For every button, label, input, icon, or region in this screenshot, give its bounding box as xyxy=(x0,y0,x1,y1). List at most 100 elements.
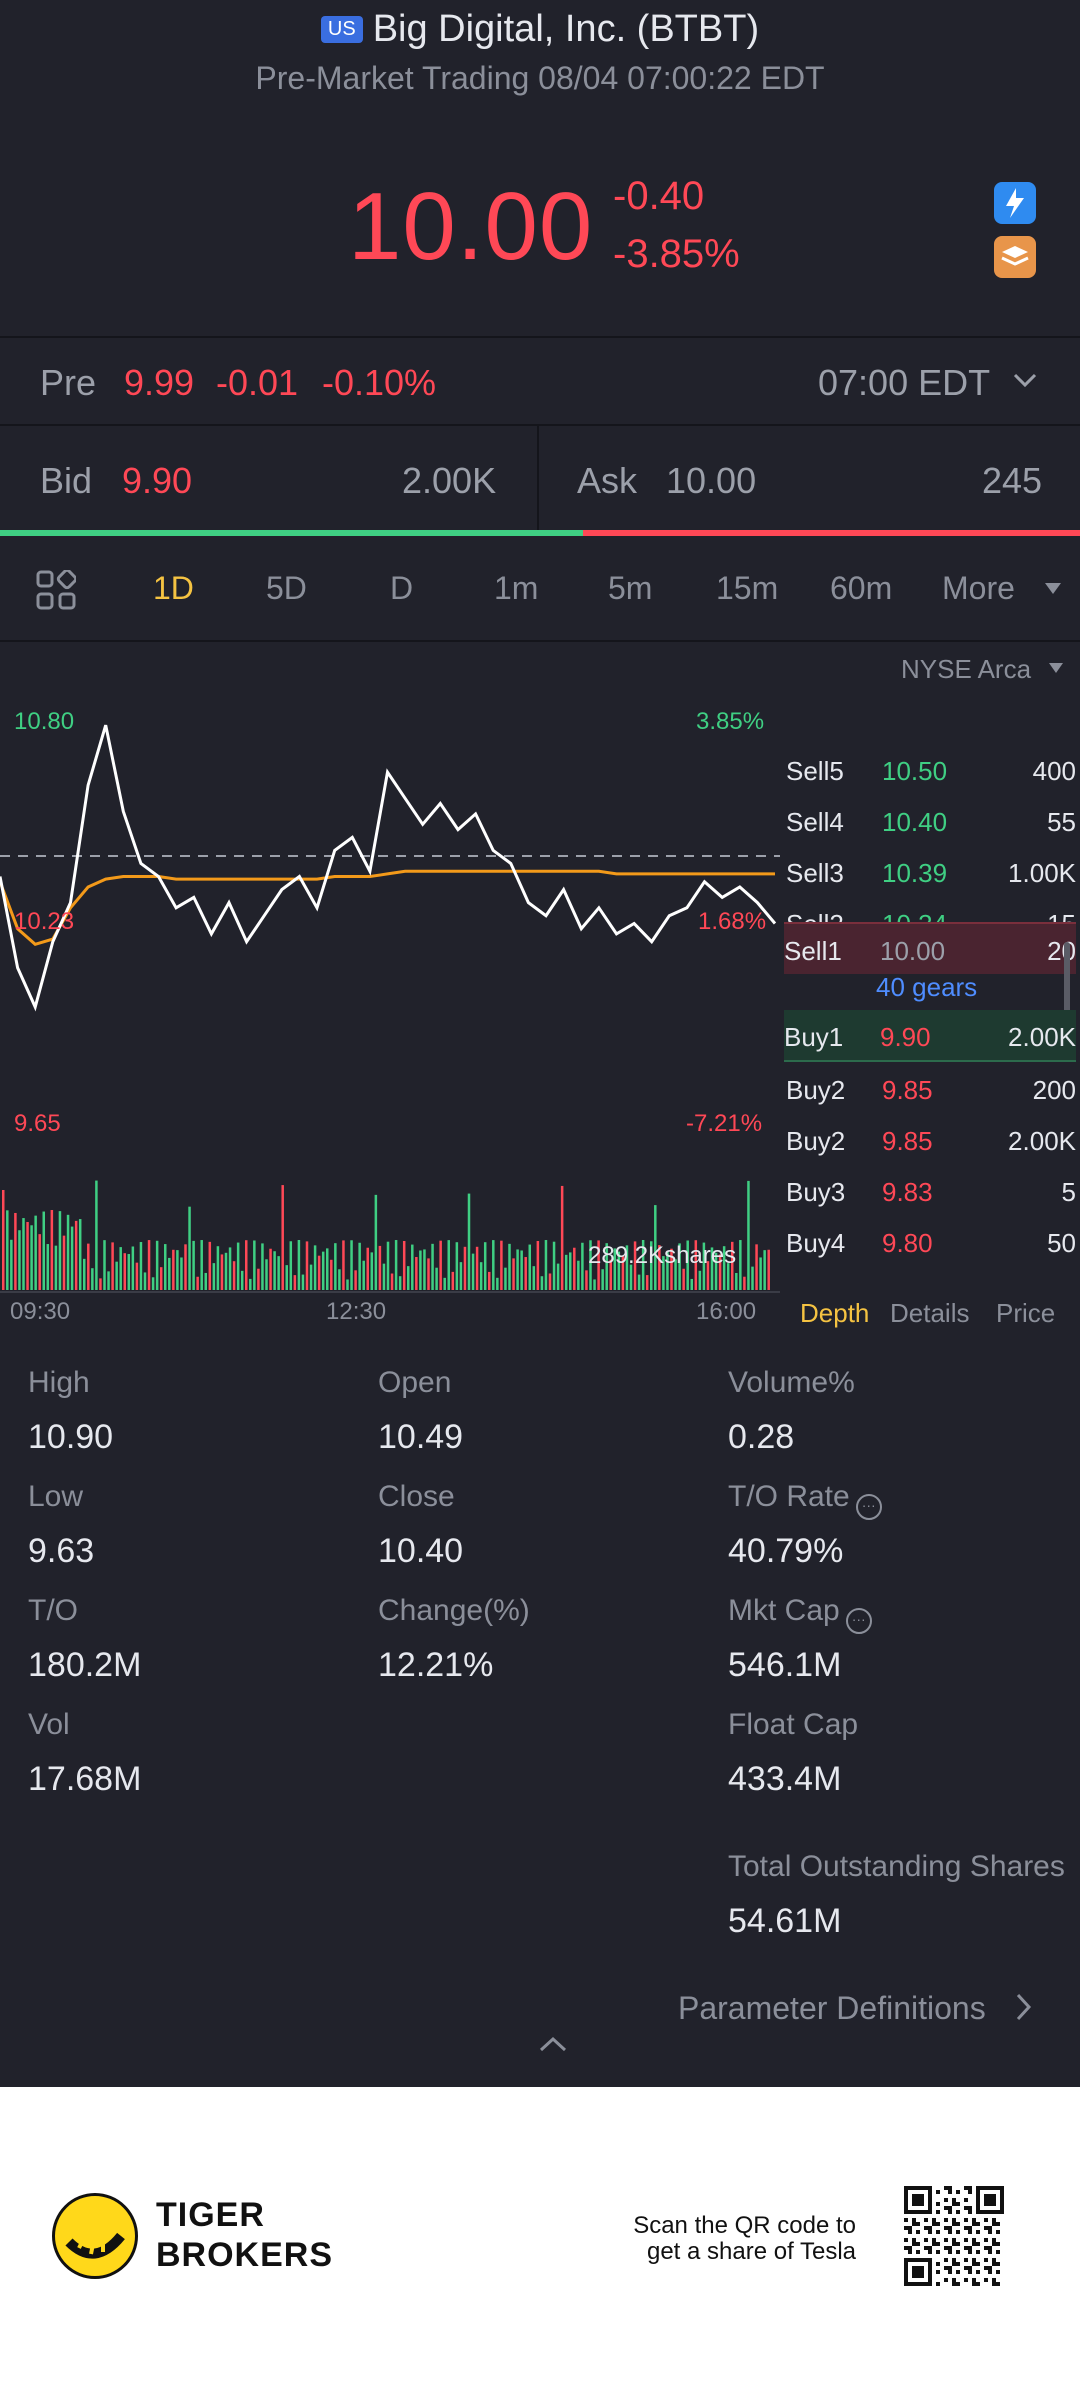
order-book-row-buy1[interactable]: Buy1 9.90 2.00K xyxy=(784,1010,1076,1062)
qr-module xyxy=(904,2194,908,2198)
lightning-badge-icon[interactable] xyxy=(994,182,1036,224)
qr-module xyxy=(964,2266,968,2270)
more-info-icon[interactable]: ··· xyxy=(845,1608,872,1634)
tab-depth[interactable]: Depth xyxy=(800,1298,870,1328)
volume-bar xyxy=(755,1244,758,1290)
order-book-row[interactable]: Buy3 9.83 5 xyxy=(786,1177,1076,1207)
volume-bar xyxy=(192,1240,195,1290)
volume-bar xyxy=(143,1272,147,1290)
qr-module xyxy=(964,2278,968,2282)
volume-bar xyxy=(269,1248,272,1290)
stack-badge-icon[interactable] xyxy=(994,236,1036,278)
gears-count[interactable]: 40 gears xyxy=(876,972,978,1002)
bid-price: 9.90 xyxy=(122,460,193,501)
order-book-scrollbar[interactable] xyxy=(1064,942,1070,1016)
qr-module xyxy=(996,2282,1000,2286)
volume-bar xyxy=(119,1247,122,1290)
caret-down-icon[interactable] xyxy=(1044,582,1062,596)
chevron-up-icon[interactable] xyxy=(538,2034,568,2054)
volume-bar xyxy=(232,1261,236,1290)
qr-module xyxy=(912,2242,916,2246)
tab-price[interactable]: Price xyxy=(996,1298,1056,1328)
volume-bar xyxy=(564,1254,568,1290)
volume-bar xyxy=(265,1259,268,1290)
bid-label: Bid xyxy=(40,460,93,501)
last-price: 10.00 xyxy=(348,173,594,280)
exchange-selector[interactable]: NYSE Arca xyxy=(901,654,1032,684)
divider xyxy=(0,424,1080,426)
tab-15m[interactable]: 15m xyxy=(716,570,779,606)
qr-module xyxy=(976,2202,980,2206)
divider xyxy=(0,336,1080,338)
qr-module xyxy=(988,2210,992,2214)
qr-module xyxy=(968,2226,972,2230)
tab-5d[interactable]: 5D xyxy=(266,570,307,606)
layout-grid-icon[interactable] xyxy=(36,570,76,610)
qr-module xyxy=(984,2202,988,2206)
qr-module xyxy=(944,2218,948,2222)
tab-60m[interactable]: 60m xyxy=(830,570,893,606)
tab-more[interactable]: More xyxy=(942,570,1015,606)
tab-1m[interactable]: 1m xyxy=(494,570,539,606)
intraday-chart[interactable] xyxy=(0,700,780,1300)
order-book-row[interactable]: Buy4 9.80 50 xyxy=(786,1228,1076,1258)
trading-session-status: Pre-Market Trading 08/04 07:00:22 EDT xyxy=(255,60,825,96)
more-info-icon[interactable]: ··· xyxy=(855,1494,882,1520)
qr-module xyxy=(936,2210,940,2214)
order-book-row[interactable]: Buy2 9.85 2.00K xyxy=(786,1126,1076,1156)
volume-bar xyxy=(637,1274,641,1290)
volume-bar xyxy=(666,1251,669,1290)
stat-label: T/O xyxy=(28,1594,78,1627)
order-book-row[interactable]: Buy2 9.85 200 xyxy=(786,1075,1076,1105)
qr-module xyxy=(912,2266,916,2270)
chevron-right-icon[interactable] xyxy=(1014,1992,1034,2022)
volume-bar xyxy=(613,1248,617,1290)
volume-bar xyxy=(66,1214,70,1290)
order-book-row[interactable]: Sell4 10.40 55 xyxy=(786,807,1076,837)
parameter-definitions-link[interactable]: Parameter Definitions xyxy=(678,1990,986,2026)
volume-bar xyxy=(735,1272,738,1290)
tab-details[interactable]: Details xyxy=(890,1298,970,1328)
stat-label-with-info: Mkt Cap ··· xyxy=(728,1594,872,1634)
volume-bar xyxy=(354,1270,357,1290)
chart-price-high: 10.80 xyxy=(14,708,75,735)
volume-bar xyxy=(544,1240,548,1290)
pre-change: -0.01 xyxy=(216,362,299,403)
volume-bar xyxy=(253,1240,256,1290)
caret-down-icon[interactable] xyxy=(1048,662,1064,674)
price-line xyxy=(0,724,777,1012)
ask-label: Ask xyxy=(577,460,638,501)
tab-1d[interactable]: 1D xyxy=(153,570,194,606)
order-book-row[interactable]: Sell5 10.50 400 xyxy=(786,756,1076,786)
qr-module xyxy=(904,2278,908,2282)
volume-bar xyxy=(690,1278,693,1290)
qr-module xyxy=(972,2278,976,2282)
qr-module xyxy=(976,2186,980,2190)
volume-bar xyxy=(597,1240,600,1290)
qr-module xyxy=(912,2274,916,2278)
qr-module xyxy=(984,2210,988,2214)
qr-module xyxy=(928,2246,932,2250)
volume-bar xyxy=(423,1249,426,1290)
volume-bar xyxy=(435,1267,438,1290)
qr-module xyxy=(904,2282,908,2286)
volume-bar xyxy=(443,1277,446,1290)
volume-bar xyxy=(103,1240,106,1290)
tab-d[interactable]: D xyxy=(390,570,414,606)
stat-value: 9.63 xyxy=(28,1532,95,1570)
qr-module xyxy=(904,2238,908,2242)
order-book-row-sell1[interactable]: Sell1 10.00 20 xyxy=(784,922,1076,974)
volume-bar xyxy=(451,1271,455,1290)
order-book-row[interactable]: Sell3 10.39 1.00K xyxy=(786,858,1076,888)
tab-5m[interactable]: 5m xyxy=(608,570,653,606)
volume-bar xyxy=(411,1244,414,1290)
stat-label: Mkt Cap xyxy=(728,1594,840,1627)
chevron-down-icon[interactable] xyxy=(1012,370,1038,390)
volume-bar xyxy=(38,1234,41,1290)
volume-bar xyxy=(46,1244,50,1290)
qr-module xyxy=(984,2218,988,2222)
qr-module xyxy=(924,2246,928,2250)
volume-bar xyxy=(447,1240,450,1290)
qr-module xyxy=(972,2242,976,2246)
qr-module xyxy=(916,2194,920,2198)
